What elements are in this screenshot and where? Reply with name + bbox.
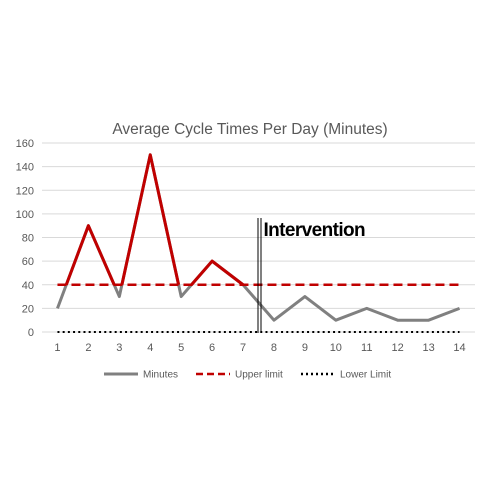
x-tick-label: 2 — [85, 342, 91, 354]
x-tick-label: 3 — [116, 342, 122, 354]
chart-title: Average Cycle Times Per Day (Minutes) — [112, 121, 387, 138]
x-tick-label: 11 — [361, 342, 372, 354]
legend-label: Minutes — [143, 370, 178, 381]
intervention-label: Intervention — [264, 220, 366, 241]
x-tick-label: 4 — [147, 342, 153, 354]
series-minutes-above-limit-segment — [190, 259, 244, 286]
y-tick-label: 40 — [22, 280, 34, 292]
annotation-layer: Intervention — [257, 218, 366, 333]
y-tick-label: 0 — [28, 327, 34, 339]
x-tick-label: 7 — [240, 342, 246, 354]
x-tick-label: 1 — [54, 342, 60, 354]
y-axis-ticks: 0 20 40 60 80 100 120 140 160 — [16, 138, 34, 339]
y-tick-label: 80 — [22, 233, 34, 245]
x-tick-label: 9 — [302, 342, 308, 354]
x-tick-label: 8 — [271, 342, 277, 354]
legend-label: Upper limit — [235, 370, 283, 381]
x-tick-label: 10 — [330, 342, 342, 354]
x-axis-ticks: 1 2 3 4 5 6 7 8 9 10 11 12 13 14 — [54, 342, 465, 354]
x-tick-label: 6 — [209, 342, 215, 354]
legend: Minutes Upper limit Lower Limit — [104, 370, 391, 381]
x-tick-label: 13 — [422, 342, 434, 354]
y-tick-label: 20 — [22, 303, 34, 315]
y-tick-label: 120 — [16, 185, 34, 197]
series-minutes-above-limit-segment — [64, 224, 116, 286]
x-tick-label: 12 — [392, 342, 404, 354]
x-tick-label: 14 — [453, 342, 465, 354]
y-tick-label: 160 — [16, 138, 34, 150]
y-tick-label: 140 — [16, 162, 34, 174]
series-minutes-above-limit-segment — [120, 153, 181, 286]
x-tick-label: 5 — [178, 342, 184, 354]
y-tick-label: 100 — [16, 209, 34, 221]
y-tick-label: 60 — [22, 256, 34, 268]
legend-label: Lower Limit — [340, 370, 391, 381]
